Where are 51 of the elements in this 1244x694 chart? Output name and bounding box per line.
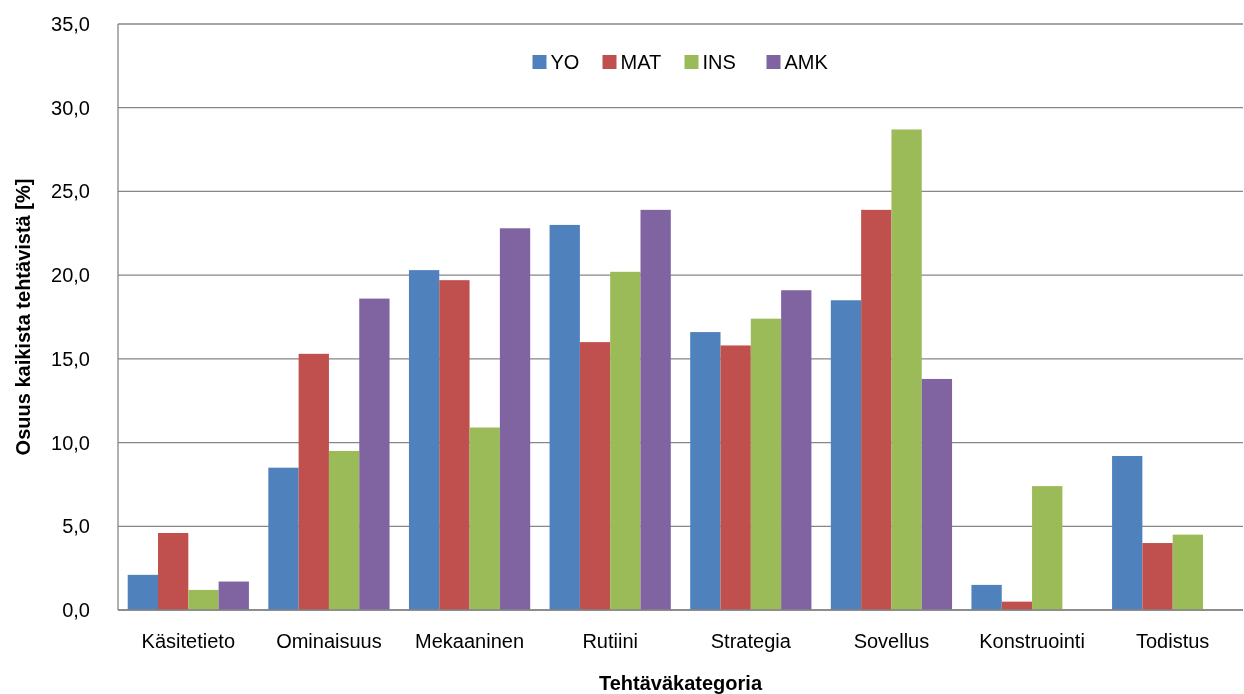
x-tick-label: Rutiini — [582, 630, 638, 652]
bar — [408, 270, 440, 610]
bar — [127, 574, 159, 610]
y-tick-label: 30,0 — [51, 96, 90, 119]
legend-label: INS — [702, 51, 736, 73]
x-tick-label: Sovellus — [853, 630, 930, 652]
x-axis-title: Tehtäväkategoria — [598, 672, 763, 694]
bar — [328, 450, 360, 610]
y-tick-label: 5,0 — [62, 515, 90, 538]
y-tick-label: 0,0 — [62, 599, 90, 621]
bar — [861, 209, 892, 610]
bar — [640, 209, 671, 610]
bar — [610, 271, 641, 610]
x-tick-label: Todistus — [1136, 630, 1210, 652]
bar — [781, 290, 812, 610]
y-tick-label: 15,0 — [51, 347, 90, 370]
bar — [158, 532, 189, 610]
x-tick-label: Strategia — [710, 630, 792, 652]
x-tick-label: Mekaaninen — [415, 630, 525, 652]
bar — [439, 280, 470, 610]
y-axis-title: Osuus kaikista tehtävistä [%] — [12, 178, 34, 456]
y-tick-label: 25,0 — [51, 180, 90, 203]
bar — [750, 318, 782, 610]
bar — [549, 224, 580, 610]
x-tick-label: Ominaisuus — [276, 630, 382, 652]
bar — [499, 228, 531, 610]
y-tick-label: 20,0 — [51, 264, 90, 287]
bar — [1112, 455, 1143, 610]
legend-label: MAT — [620, 51, 662, 73]
bar — [1032, 486, 1063, 610]
bar — [690, 332, 721, 610]
x-tick-label: Käsitetieto — [141, 630, 236, 652]
bar — [1172, 534, 1203, 610]
y-tick-label: 10,0 — [51, 431, 90, 454]
bar — [971, 584, 1002, 610]
bar — [298, 353, 329, 610]
bar — [579, 342, 611, 610]
bar — [921, 378, 953, 610]
bar — [218, 581, 249, 610]
legend-label: AMK — [784, 51, 829, 73]
x-tick-label: Konstruointi — [979, 630, 1085, 652]
bar — [1142, 543, 1173, 610]
bar — [720, 345, 751, 610]
bar — [188, 589, 219, 610]
y-tick-label: 35,0 — [51, 13, 90, 35]
bar — [359, 298, 390, 610]
bar — [830, 300, 862, 610]
bar — [268, 467, 299, 610]
bar — [891, 129, 922, 610]
legend-label: YO — [550, 51, 580, 73]
bar — [469, 427, 500, 610]
